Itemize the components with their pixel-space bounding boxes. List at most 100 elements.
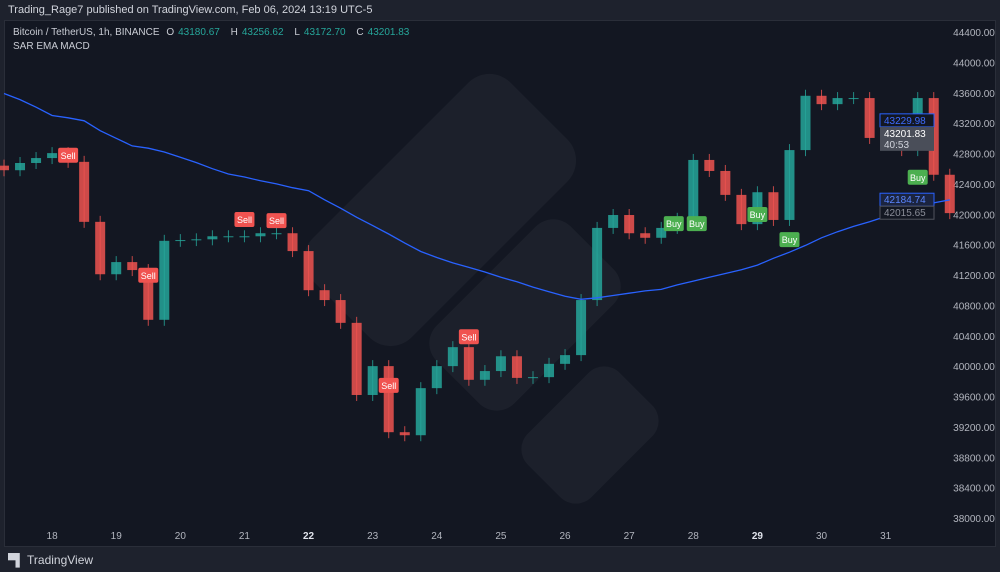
- y-tick-label: 41200.00: [953, 271, 995, 282]
- candle: [447, 347, 458, 367]
- x-tick-label: 19: [111, 531, 123, 542]
- y-tick-label: 43200.00: [953, 119, 995, 130]
- candle: [335, 300, 346, 323]
- candle: [736, 194, 747, 225]
- candle: [479, 371, 490, 380]
- sell-signal: Sell: [234, 211, 255, 227]
- candle: [832, 98, 843, 105]
- candle: [511, 356, 522, 378]
- x-tick-label: 30: [816, 531, 828, 542]
- candle: [0, 165, 9, 171]
- signal-label: Sell: [61, 151, 76, 161]
- y-tick-label: 38800.00: [953, 453, 995, 464]
- indicator-label[interactable]: SAR EMA MACD: [13, 41, 90, 52]
- sell-signal: Sell: [458, 329, 479, 345]
- signal-badge: [779, 232, 800, 248]
- candle: [463, 347, 474, 380]
- candle: [31, 158, 42, 163]
- ohlc-high: H 43256.62: [230, 27, 284, 38]
- y-tick-label: 42000.00: [953, 210, 995, 221]
- signal-label: Buy: [666, 219, 682, 229]
- candle: [560, 355, 571, 364]
- y-tick-label: 43600.00: [953, 89, 995, 100]
- signal-badge: [138, 267, 159, 283]
- candle: [704, 159, 715, 171]
- y-tick-label: 42400.00: [953, 180, 995, 191]
- signal-label: Sell: [269, 216, 284, 226]
- candle: [191, 239, 202, 241]
- buy-signal: Buy: [663, 216, 684, 232]
- candle: [223, 236, 234, 238]
- candle: [175, 240, 186, 242]
- symbol-info[interactable]: Bitcoin / TetherUS, 1h, BINANCE: [13, 27, 160, 38]
- y-tick-label: 38400.00: [953, 484, 995, 495]
- sell-signal: Sell: [266, 213, 287, 229]
- x-tick-label: 29: [752, 531, 764, 542]
- signal-label: Sell: [461, 332, 476, 342]
- price-label-box: [879, 205, 935, 220]
- ohlc-low: L 43172.70: [294, 27, 346, 38]
- candle: [527, 377, 538, 379]
- ohlc-close: C 43201.83: [356, 27, 410, 38]
- signal-badge: [686, 216, 707, 232]
- candle: [431, 366, 442, 389]
- price-label-text: 42015.65: [884, 208, 926, 219]
- brand-name[interactable]: TradingView: [27, 552, 94, 567]
- candle: [720, 170, 731, 195]
- candle: [768, 192, 779, 220]
- y-tick-label: 44400.00: [953, 28, 995, 39]
- buy-signal: Buy: [747, 207, 768, 223]
- candle: [79, 161, 90, 222]
- footer: ▀▌ TradingView: [0, 547, 1000, 572]
- candle: [143, 270, 154, 320]
- sell-signal: Sell: [138, 267, 159, 283]
- price-label-box: [880, 126, 934, 151]
- candle: [399, 432, 410, 436]
- signal-label: Buy: [782, 235, 798, 245]
- candle: [159, 240, 170, 320]
- candle: [255, 233, 266, 237]
- signal-badge: [234, 211, 255, 227]
- signal-badge: [907, 169, 928, 185]
- signal-label: Buy: [689, 219, 705, 229]
- x-tick-label: 23: [367, 531, 379, 542]
- candle: [864, 98, 875, 138]
- candle: [367, 366, 378, 395]
- signal-badge: [58, 147, 79, 163]
- candle: [816, 95, 827, 105]
- sell-signal: Sell: [378, 377, 399, 393]
- candle: [207, 236, 218, 240]
- y-tick-label: 42800.00: [953, 150, 995, 161]
- buy-signal: Buy: [686, 216, 707, 232]
- signal-badge: [266, 213, 287, 229]
- publish-info: Trading_Rage7 published on TradingView.c…: [8, 4, 373, 16]
- candle: [944, 174, 955, 214]
- x-tick-label: 24: [431, 531, 443, 542]
- chart-legend: Bitcoin / TetherUS, 1h, BINANCE O 43180.6…: [13, 26, 417, 54]
- price-label: 43229.98: [879, 113, 935, 128]
- buy-signal: Buy: [907, 169, 928, 185]
- candle: [47, 153, 58, 159]
- candle: [592, 227, 603, 301]
- signal-label: Buy: [750, 210, 766, 220]
- signal-badge: [663, 216, 684, 232]
- price-label: 42015.65: [879, 205, 935, 220]
- tradingview-logo-icon[interactable]: ▀▌: [8, 552, 24, 567]
- y-tick-label: 38000.00: [953, 514, 995, 525]
- candle: [351, 322, 362, 395]
- candle: [656, 227, 667, 238]
- x-tick-label: 26: [559, 531, 571, 542]
- candle: [784, 150, 795, 220]
- candle: [383, 366, 394, 433]
- candle: [127, 262, 138, 271]
- x-tick-label: 22: [303, 531, 315, 542]
- bar-countdown: 40:53: [884, 140, 909, 151]
- candle: [495, 356, 506, 372]
- signal-label: Sell: [381, 381, 396, 391]
- price-label-text: 43201.83: [884, 129, 926, 140]
- watermark-logo: [303, 73, 659, 504]
- candle: [287, 233, 298, 252]
- y-tick-label: 44000.00: [953, 58, 995, 69]
